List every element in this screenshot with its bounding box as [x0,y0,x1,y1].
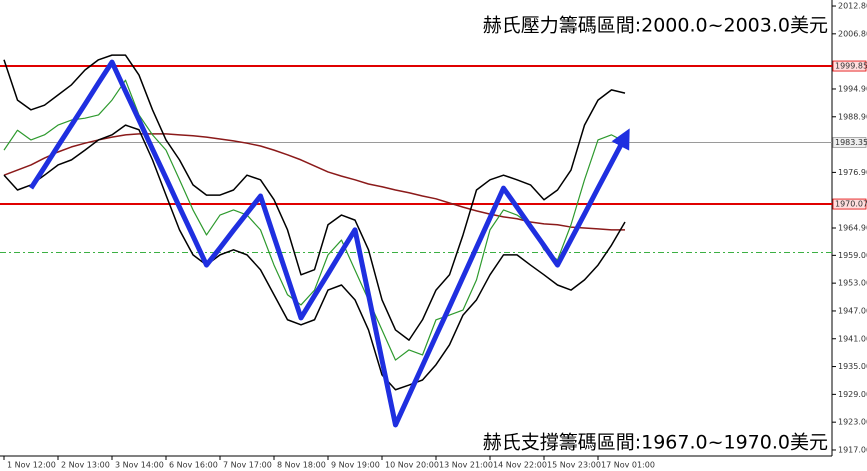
x-tick-label: 8 Nov 18:00 [277,461,326,470]
y-tick-label: 1959.00 [838,251,867,260]
series-line [3,54,626,341]
series-line [28,59,630,428]
level-label-box [832,198,867,210]
y-tick-label: 1947.00 [838,306,867,315]
y-tick-label: 1917.00 [838,445,867,454]
y-tick-label: 1988.90 [838,112,867,121]
y-tick-label: 2006.80 [838,29,867,38]
y-tick-label: 1941.00 [838,334,867,343]
x-tick-label: 9 Nov 19:00 [331,461,380,470]
x-tick-label: 2 Nov 13:00 [61,461,110,470]
x-tick-label: 17 Nov 01:00 [601,461,655,470]
y-tick-label: 1994.90 [838,84,867,93]
annotation: 赫氏壓力籌碼區間:2000.0~2003.0美元 [483,15,828,37]
x-tick-label: 13 Nov 21:00 [439,461,493,470]
y-tick-label: 1929.00 [838,390,867,399]
x-tick-label: 7 Nov 17:00 [223,461,272,470]
y-tick-label: 1964.90 [838,224,867,233]
level-label-box [832,60,867,72]
y-tick-label: 1953.00 [838,279,867,288]
series-line [3,124,626,391]
x-tick-label: 15 Nov 23:00 [547,461,601,470]
y-tick-label: 1923.00 [838,418,867,427]
level-label: 1970.07 [835,200,867,209]
series-line [3,79,626,361]
x-tick-label: 10 Nov 20:00 [385,461,439,470]
x-tick-label: 6 Nov 16:00 [169,461,218,470]
level-label: 1983.35 [835,138,867,147]
level-label-box [832,137,867,148]
y-tick-label: 2012.80 [838,2,867,11]
y-tick-label: 1935.00 [838,362,867,371]
x-tick-label: 14 Nov 22:00 [493,461,547,470]
level-label: 1999.85 [835,62,867,71]
series-line [3,133,625,231]
x-tick-label: 3 Nov 14:00 [115,461,164,470]
y-tick-label: 1976.90 [838,168,867,177]
x-tick-label: 1 Nov 12:00 [7,461,56,470]
plot-area [0,54,832,428]
annotation: 赫氏支撐籌碼區間:1967.0~1970.0美元 [483,432,828,454]
